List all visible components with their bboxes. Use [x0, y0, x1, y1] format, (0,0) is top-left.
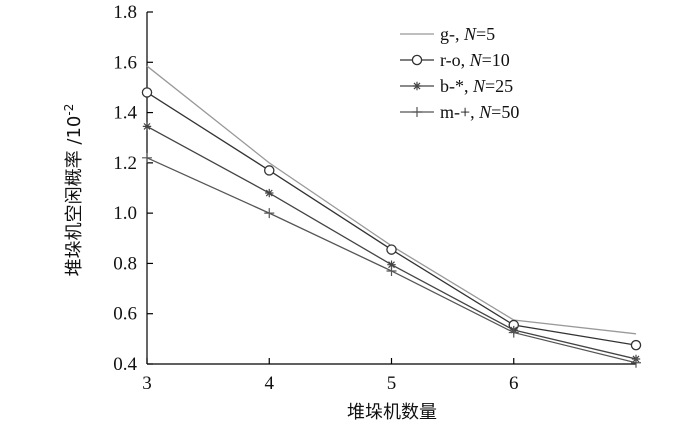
legend-label-code: b-*,: [440, 76, 473, 96]
legend-label: r-o, N=10: [440, 50, 510, 70]
legend-label-n: N: [469, 50, 483, 70]
y-axis-label: 堆垛机空闲概率 /10-2: [62, 104, 85, 277]
data-point-plus: [264, 208, 275, 219]
legend-label-value: =10: [482, 50, 510, 70]
data-point-circle: [141, 87, 153, 98]
data-point-plus: [142, 152, 152, 163]
legend-label: b-*, N=25: [440, 76, 513, 96]
data-point-circle: [263, 165, 275, 176]
axes: 0.4 0.6 0.8 1.0 1.2 1.4 1.6 1.8 3 4 5 6: [113, 2, 636, 394]
legend-label-n: N: [463, 24, 477, 44]
data-point-star: [387, 260, 396, 269]
y-axis-label-exponent: -2: [62, 104, 76, 116]
y-tick-label: 1.0: [113, 203, 137, 224]
legend-label: g-, N=5: [440, 24, 495, 44]
series-line: [146, 157, 637, 364]
data-point-plus: [508, 327, 519, 338]
legend-label-code: m-+,: [440, 102, 479, 122]
data-point-circle: [411, 54, 423, 66]
data-point-star: [412, 81, 422, 91]
data-point-plus: [412, 107, 422, 117]
legend-label-code: r-o,: [440, 50, 470, 70]
legend-item: g-, N=5: [400, 24, 495, 44]
legend-item: r-o, N=10: [400, 50, 510, 70]
y-tick-label: 0.4: [113, 354, 137, 375]
legend-item: b-*, N=25: [400, 76, 513, 96]
legend-label-n: N: [478, 102, 492, 122]
legend-label-value: =50: [491, 102, 519, 122]
y-tick-label: 1.6: [113, 52, 137, 73]
legend-item: m-+, N=50: [400, 102, 519, 122]
series-3: [142, 152, 641, 368]
series-layer: [141, 65, 642, 368]
x-tick-label: 3: [142, 373, 152, 394]
y-axis-label-main: 堆垛机空闲概率 /10: [64, 116, 85, 277]
series-1: [141, 87, 642, 351]
legend: g-, N=5r-o, N=10b-*, N=25m-+, N=50: [400, 24, 519, 122]
y-tick-label: 1.2: [113, 153, 137, 174]
x-axis-label: 堆垛机数量: [347, 402, 437, 423]
y-tick-label: 1.8: [113, 2, 137, 23]
legend-label-code: g-,: [440, 24, 464, 44]
legend-label-n: N: [472, 76, 486, 96]
legend-label: m-+, N=50: [440, 102, 519, 122]
x-tick-label: 4: [265, 373, 275, 394]
series-2: [142, 122, 641, 364]
series-line: [146, 91, 637, 346]
x-tick-label: 6: [509, 373, 519, 394]
series-0: [146, 65, 637, 335]
y-tick-label: 1.4: [113, 103, 137, 124]
y-tick-label: 0.6: [113, 304, 137, 325]
data-point-star: [142, 122, 152, 131]
data-point-plus: [631, 357, 641, 368]
y-tick-label: 0.8: [113, 253, 137, 274]
series-line: [146, 125, 637, 360]
legend-label-value: =5: [476, 24, 495, 44]
legend-label-value: =25: [485, 76, 513, 96]
series-line: [146, 65, 637, 335]
data-point-circle: [386, 244, 397, 255]
x-tick-label: 5: [387, 373, 397, 394]
data-point-star: [265, 188, 274, 198]
data-point-circle: [630, 339, 642, 351]
data-point-plus: [386, 265, 397, 276]
